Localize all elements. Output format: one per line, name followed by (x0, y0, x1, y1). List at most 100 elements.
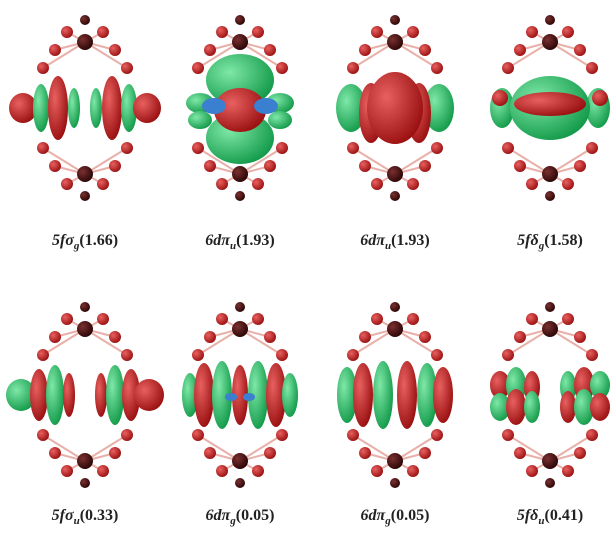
orbital-lobe (46, 365, 64, 425)
bond (352, 328, 396, 356)
orbital-name: 6dπ (206, 507, 232, 524)
oxygen-atom (419, 447, 431, 459)
carbon-atom (545, 15, 555, 25)
carbon-atom (387, 34, 403, 50)
oxygen-atom (502, 349, 514, 361)
oxygen-atom (502, 62, 514, 74)
bond (352, 41, 396, 69)
occupation: (1.93) (236, 232, 275, 249)
orbital-panel (9, 15, 161, 201)
orbital-lobe (424, 84, 454, 132)
oxygen-atom (574, 447, 586, 459)
carbon-atom (542, 34, 558, 50)
orbital-label: 6dπg(0.05) (361, 507, 430, 527)
orbital-label: 5fσu(0.33) (52, 507, 119, 527)
orbital-lobe (373, 361, 393, 429)
orbital-name: 5fσ (52, 507, 74, 524)
orbital-lobe (248, 361, 268, 429)
bond (507, 434, 551, 462)
bond (197, 434, 241, 462)
oxygen-atom (37, 62, 49, 74)
occupation: (1.93) (391, 232, 430, 249)
orbital-lobe (134, 379, 164, 411)
orbital-symmetry: g (538, 240, 545, 252)
oxygen-atom (276, 349, 288, 361)
carbon-atom (545, 191, 555, 201)
carbon-atom (545, 302, 555, 312)
orbital-lobe (254, 98, 278, 114)
oxygen-atom (49, 331, 61, 343)
orbital-label: 5fσg(1.66) (52, 232, 118, 252)
oxygen-atom (514, 447, 526, 459)
oxygen-atom (109, 44, 121, 56)
carbon-atom (232, 453, 248, 469)
oxygen-atom (371, 313, 383, 325)
oxygen-atom (49, 44, 61, 56)
oxygen-atom (514, 160, 526, 172)
orbital-label: 6dπg(0.05) (206, 507, 275, 527)
carbon-atom (235, 191, 245, 201)
orbital-lobe (433, 367, 453, 423)
oxygen-atom (264, 447, 276, 459)
orbital-symmetry: u (385, 240, 391, 252)
orbital-panel (186, 15, 294, 201)
oxygen-atom (562, 26, 574, 38)
oxygen-atom (252, 178, 264, 190)
carbon-atom (542, 321, 558, 337)
oxygen-atom (431, 142, 443, 154)
orbital-panel (490, 15, 610, 201)
orbital-lobe (417, 363, 437, 427)
carbon-atom (387, 166, 403, 182)
bond (239, 434, 283, 462)
carbon-atom (390, 15, 400, 25)
orbital-lobe (212, 361, 232, 429)
orbital-symmetry: u (230, 240, 236, 252)
orbital-lobe (106, 365, 124, 425)
oxygen-atom (407, 465, 419, 477)
bond (507, 147, 551, 175)
carbon-atom (390, 478, 400, 488)
orbital-lobe (206, 54, 274, 106)
carbon-atom (77, 453, 93, 469)
oxygen-atom (252, 313, 264, 325)
orbital-lobe (524, 391, 540, 423)
oxygen-atom (121, 429, 133, 441)
oxygen-atom (407, 313, 419, 325)
occupation: (0.41) (545, 507, 584, 524)
oxygen-atom (562, 178, 574, 190)
bond (507, 328, 551, 356)
bond (197, 41, 241, 69)
oxygen-atom (526, 313, 538, 325)
carbon-atom (80, 302, 90, 312)
orbital-lobe (266, 363, 286, 427)
orbital-lobe (202, 98, 226, 114)
bond (239, 147, 283, 175)
oxygen-atom (97, 313, 109, 325)
orbital-lobe (121, 84, 137, 132)
bond (84, 328, 128, 356)
orbital-lobe (102, 76, 122, 140)
oxygen-atom (121, 142, 133, 154)
oxygen-atom (562, 465, 574, 477)
orbital-lobe (90, 88, 102, 128)
oxygen-atom (109, 447, 121, 459)
orbital-label: 5fδg(1.58) (517, 232, 583, 252)
oxygen-atom (192, 142, 204, 154)
bond (352, 147, 396, 175)
oxygen-atom (61, 313, 73, 325)
bond (197, 328, 241, 356)
oxygen-atom (526, 178, 538, 190)
orbital-lobe (33, 84, 49, 132)
orbital-name: 6dπ (205, 232, 231, 249)
orbital-lobe (243, 393, 255, 401)
oxygen-atom (514, 44, 526, 56)
oxygen-atom (359, 447, 371, 459)
orbital-lobe (353, 363, 373, 427)
oxygen-atom (526, 465, 538, 477)
oxygen-atom (407, 178, 419, 190)
oxygen-atom (514, 331, 526, 343)
orbital-name: 5fσ (52, 232, 74, 249)
bond (549, 434, 593, 462)
bond (507, 41, 551, 69)
oxygen-atom (347, 62, 359, 74)
